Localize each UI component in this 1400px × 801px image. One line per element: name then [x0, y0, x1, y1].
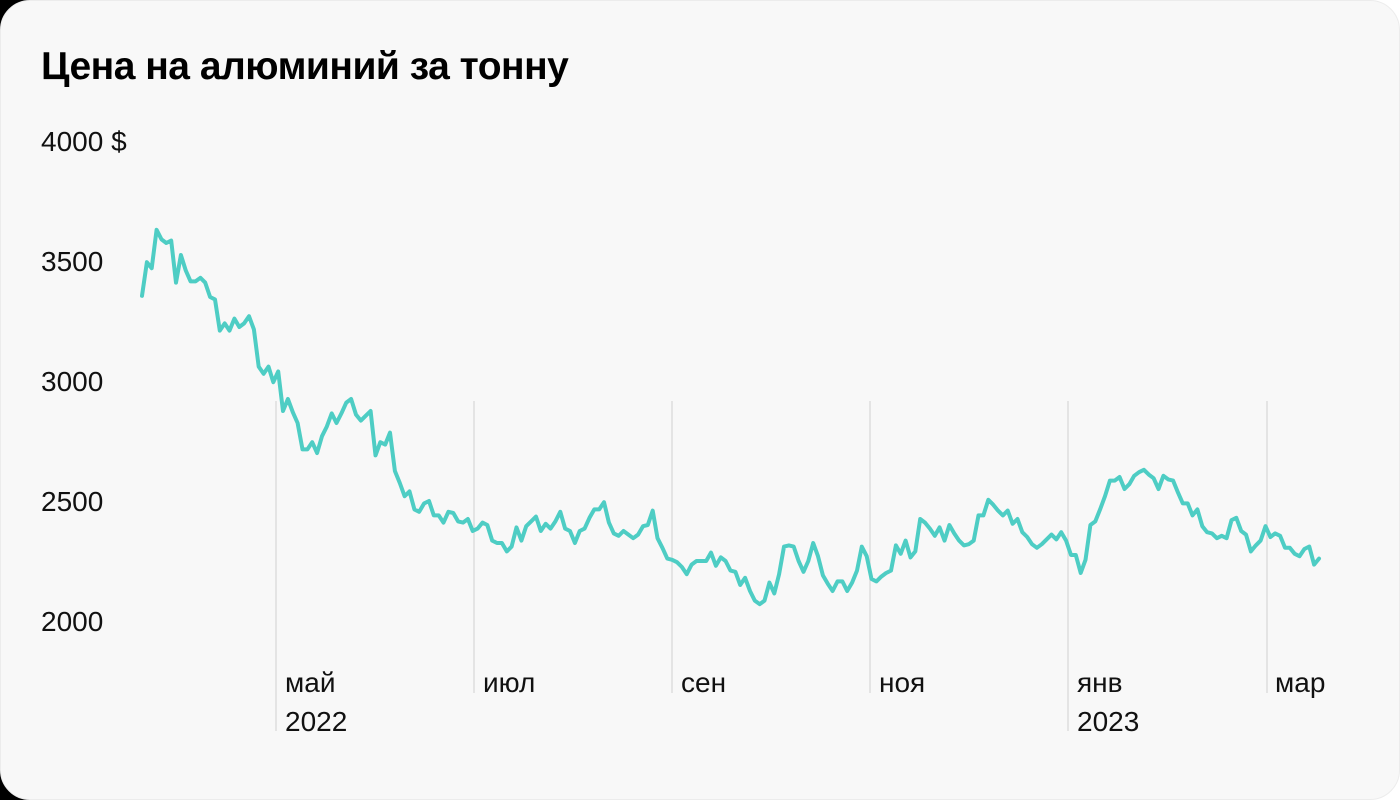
chart-title: Цена на алюминий за тонну: [41, 45, 569, 88]
price-line: [140, 227, 1321, 607]
y-tick-label-2000: 2000: [41, 606, 104, 637]
x-tick-label-mar: мар: [1275, 667, 1326, 698]
x-tick-label-sep: сен: [681, 667, 727, 698]
y-tick-label-4000: 4000 $: [41, 126, 127, 157]
x-tick-label-year-2022: 2022: [285, 706, 348, 737]
x-tick-label-jan: янв: [1077, 667, 1123, 698]
x-tick-label-jul: июл: [483, 667, 536, 698]
x-tick-label-nov: ноя: [879, 667, 926, 698]
y-tick-label-3000: 3000: [41, 366, 104, 397]
y-tick-label-2500: 2500: [41, 486, 104, 517]
x-tick-label-may: май: [285, 667, 336, 698]
x-tick-label-year-2023: 2023: [1077, 706, 1140, 737]
y-tick-label-3500: 3500: [41, 246, 104, 277]
month-gridlines: [275, 401, 1268, 731]
